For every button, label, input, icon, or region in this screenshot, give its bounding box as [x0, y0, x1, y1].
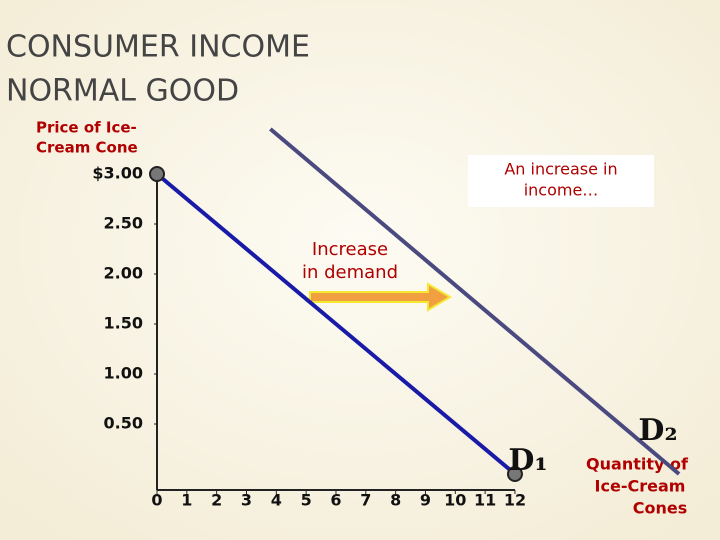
x-tick-label: 8 [390, 491, 401, 510]
y-tick-label: 1.50 [104, 314, 143, 333]
y-tick-label: $3.00 [92, 164, 143, 183]
x-tick-label: 4 [271, 491, 282, 510]
y-tick-label: 0.50 [104, 414, 143, 433]
x-tick-label: 7 [360, 491, 371, 510]
x-tick-label: 3 [241, 491, 252, 510]
x-tick-label: 9 [420, 491, 431, 510]
x-tick-label: 5 [301, 491, 312, 510]
demand-curve [155, 172, 517, 476]
x-axis-label: Ice-Cream [595, 477, 686, 496]
y-axis-label: Cream Cone [36, 139, 138, 157]
shift-arrow [309, 282, 452, 312]
x-tick-label: 11 [474, 491, 496, 510]
y-tick-label: 1.00 [104, 364, 143, 383]
x-tick-label: 1 [181, 491, 192, 510]
annotation: income… [524, 181, 599, 200]
demand-curve [269, 127, 681, 476]
x-axis-label: Cones [633, 499, 688, 518]
series-label: D₂ [638, 413, 677, 448]
x-tick-label: 0 [151, 491, 162, 510]
annotation: Increase [312, 239, 388, 260]
x-tick-label: 12 [504, 491, 526, 510]
y-tick-label: 2.50 [104, 214, 143, 233]
point [149, 166, 165, 182]
x-tick-label: 2 [211, 491, 222, 510]
annotation: An increase in [504, 160, 617, 179]
title-line: CONSUMER INCOME [6, 30, 310, 65]
x-tick-label: 10 [444, 491, 466, 510]
annotation: in demand [302, 262, 398, 283]
series-label: D₁ [508, 443, 547, 478]
y-tick-label: 2.00 [104, 264, 143, 283]
annotation-box [468, 155, 654, 207]
point [506, 466, 523, 482]
y-axis-label: Price of Ice- [36, 119, 137, 137]
title-line: NORMAL GOOD [6, 74, 239, 109]
x-tick-label: 6 [330, 491, 341, 510]
